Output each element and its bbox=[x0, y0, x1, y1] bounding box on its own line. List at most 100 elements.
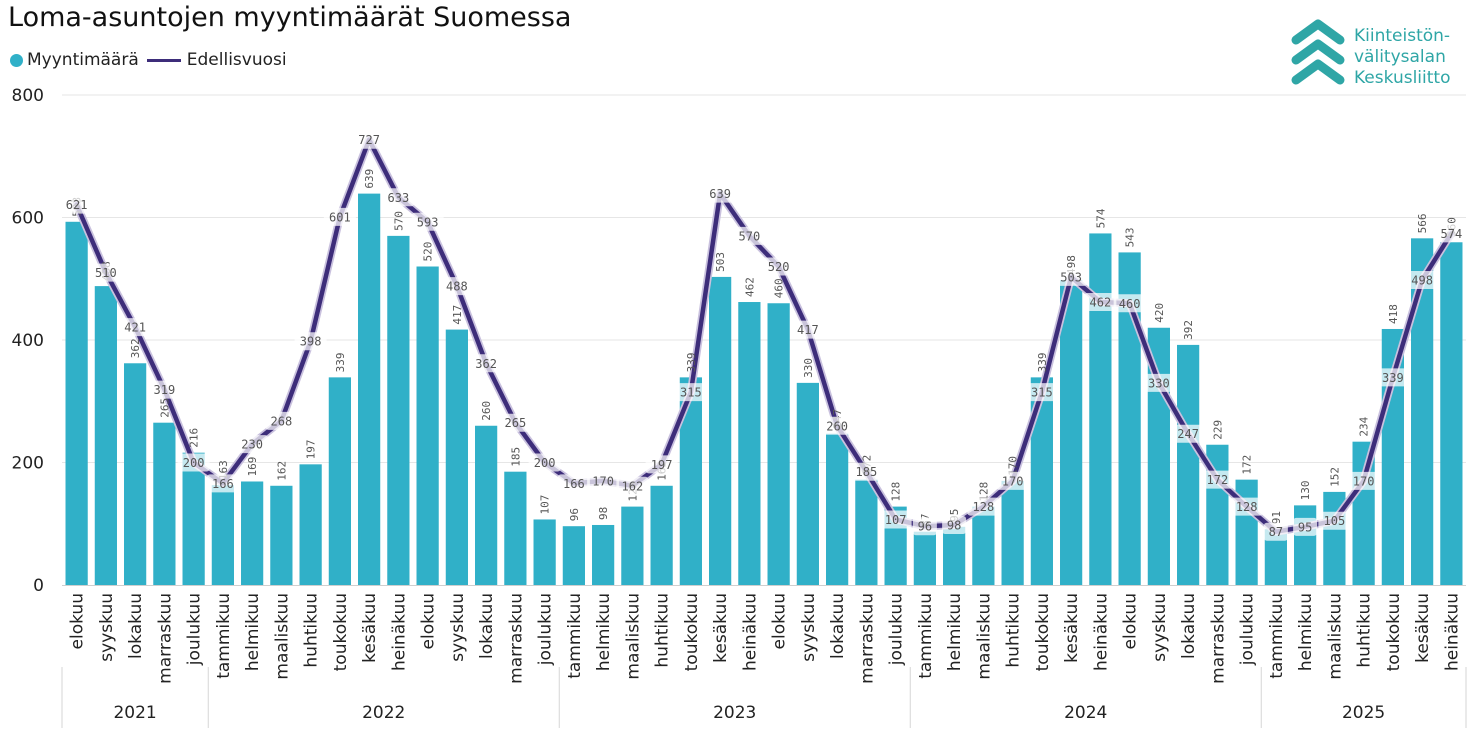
point-label-bg bbox=[1263, 522, 1288, 541]
x-tick-label: elokuu bbox=[770, 593, 790, 649]
point-data-label: 105 bbox=[1324, 514, 1346, 528]
point-label-bg bbox=[1084, 293, 1117, 312]
point-label-bg bbox=[411, 212, 444, 231]
point-label-bg bbox=[1201, 470, 1234, 489]
x-tick-label: tammikuu bbox=[565, 593, 585, 679]
bar bbox=[504, 471, 527, 585]
x-tick-label: maaliskuu bbox=[1325, 593, 1345, 680]
point-data-label: 268 bbox=[271, 414, 293, 428]
point-label-bg bbox=[1318, 511, 1351, 530]
point-label-bg bbox=[206, 474, 239, 493]
bar bbox=[358, 193, 381, 586]
logo-line-3: Keskusliitto bbox=[1354, 68, 1451, 88]
point-data-label: 498 bbox=[1411, 273, 1433, 287]
point-label-bg bbox=[470, 354, 503, 373]
bar bbox=[1060, 279, 1083, 585]
bar-data-label: 216 bbox=[188, 428, 201, 448]
bar bbox=[1118, 252, 1141, 585]
chevrons-logo-icon bbox=[1291, 19, 1345, 85]
point-label-bg bbox=[1293, 517, 1318, 536]
point-label-bg bbox=[557, 474, 590, 493]
x-tick-label: kesäkuu bbox=[360, 593, 380, 663]
point-data-label: 172 bbox=[1207, 473, 1229, 487]
year-label: 2024 bbox=[1064, 703, 1107, 723]
x-tick-label: elokuu bbox=[68, 593, 88, 649]
x-tick-label: joulukuu bbox=[185, 593, 205, 666]
bar-data-label: 172 bbox=[1241, 455, 1254, 475]
bar bbox=[972, 506, 995, 585]
year-label: 2025 bbox=[1342, 703, 1385, 723]
x-tick-label: marraskuu bbox=[506, 593, 526, 684]
chart-title: Loma-asuntojen myyntimäärät Suomessa bbox=[8, 2, 572, 33]
point-data-label: 166 bbox=[212, 477, 234, 491]
bar bbox=[562, 526, 585, 585]
y-tick-label: 600 bbox=[12, 209, 44, 229]
point-label-bg bbox=[294, 332, 327, 351]
point-label-bg bbox=[850, 462, 883, 481]
bar bbox=[1089, 233, 1112, 586]
bar-data-label: 229 bbox=[1211, 420, 1224, 440]
logo-line-1: Kiinteistön- bbox=[1354, 26, 1451, 46]
point-data-label: 166 bbox=[563, 477, 585, 491]
point-data-label: 417 bbox=[797, 323, 819, 337]
y-tick-label: 400 bbox=[12, 331, 44, 351]
point-label-bg bbox=[177, 453, 210, 472]
x-tick-label: lokakuu bbox=[1179, 593, 1199, 659]
point-data-label: 639 bbox=[709, 187, 731, 201]
bar-data-label: 460 bbox=[773, 278, 786, 298]
x-tick-label: maaliskuu bbox=[272, 593, 292, 680]
legend: Myyntimäärä Edellisvuosi bbox=[10, 50, 287, 70]
x-tick-label: elokuu bbox=[1121, 593, 1141, 649]
bar bbox=[679, 377, 702, 585]
point-data-label: 593 bbox=[417, 215, 439, 229]
bar bbox=[855, 479, 878, 585]
point-label-bg bbox=[1113, 294, 1146, 313]
bar-data-label: 339 bbox=[685, 352, 698, 372]
bar-data-label: 107 bbox=[539, 495, 552, 515]
point-data-label: 574 bbox=[1441, 227, 1463, 241]
point-label-bg bbox=[912, 517, 937, 536]
point-data-label: 96 bbox=[918, 520, 932, 534]
bar bbox=[328, 377, 351, 585]
bar-data-label: 566 bbox=[1416, 213, 1429, 233]
bar-data-label: 574 bbox=[1094, 208, 1107, 228]
point-label-bg bbox=[440, 277, 473, 296]
x-tick-label: maaliskuu bbox=[623, 593, 643, 680]
point-label-bg bbox=[821, 416, 854, 435]
legend-label-myyntimaara: Myyntimäärä bbox=[27, 50, 139, 70]
x-tick-label: lokakuu bbox=[126, 593, 146, 659]
point-data-label: 488 bbox=[446, 280, 468, 294]
bar bbox=[1440, 242, 1463, 585]
point-label-bg bbox=[499, 413, 532, 432]
bar bbox=[1411, 238, 1434, 585]
bar-data-label: 197 bbox=[305, 439, 318, 459]
point-data-label: 398 bbox=[300, 335, 322, 349]
x-tick-label: heinäkuu bbox=[389, 593, 409, 671]
point-data-label: 510 bbox=[95, 266, 117, 280]
x-tick-label: helmikuu bbox=[243, 593, 263, 671]
point-label-bg bbox=[1055, 267, 1088, 286]
point-data-label: 570 bbox=[739, 229, 761, 243]
x-tick-label: helmikuu bbox=[945, 593, 965, 671]
point-data-label: 601 bbox=[329, 210, 351, 224]
point-data-label: 197 bbox=[651, 458, 673, 472]
point-label-bg bbox=[89, 263, 122, 282]
point-data-label: 330 bbox=[1148, 376, 1170, 390]
bar-data-label: 185 bbox=[509, 447, 522, 467]
point-label-bg bbox=[148, 380, 181, 399]
point-data-label: 319 bbox=[154, 383, 176, 397]
bar-data-label: 543 bbox=[1124, 228, 1137, 248]
x-tick-label: tammikuu bbox=[916, 593, 936, 679]
x-tick-label: toukokuu bbox=[1033, 593, 1053, 671]
bar-data-label: 128 bbox=[977, 482, 990, 502]
point-label-bg bbox=[1025, 383, 1058, 402]
bar-data-label: 639 bbox=[363, 169, 376, 189]
x-tick-label: syyskuu bbox=[1150, 593, 1170, 662]
bar bbox=[650, 485, 673, 585]
bar bbox=[826, 433, 849, 585]
point-label-bg bbox=[762, 257, 795, 276]
point-data-label: 107 bbox=[885, 513, 907, 527]
bar-data-label: 234 bbox=[1358, 416, 1371, 436]
point-label-bg bbox=[1406, 270, 1439, 289]
